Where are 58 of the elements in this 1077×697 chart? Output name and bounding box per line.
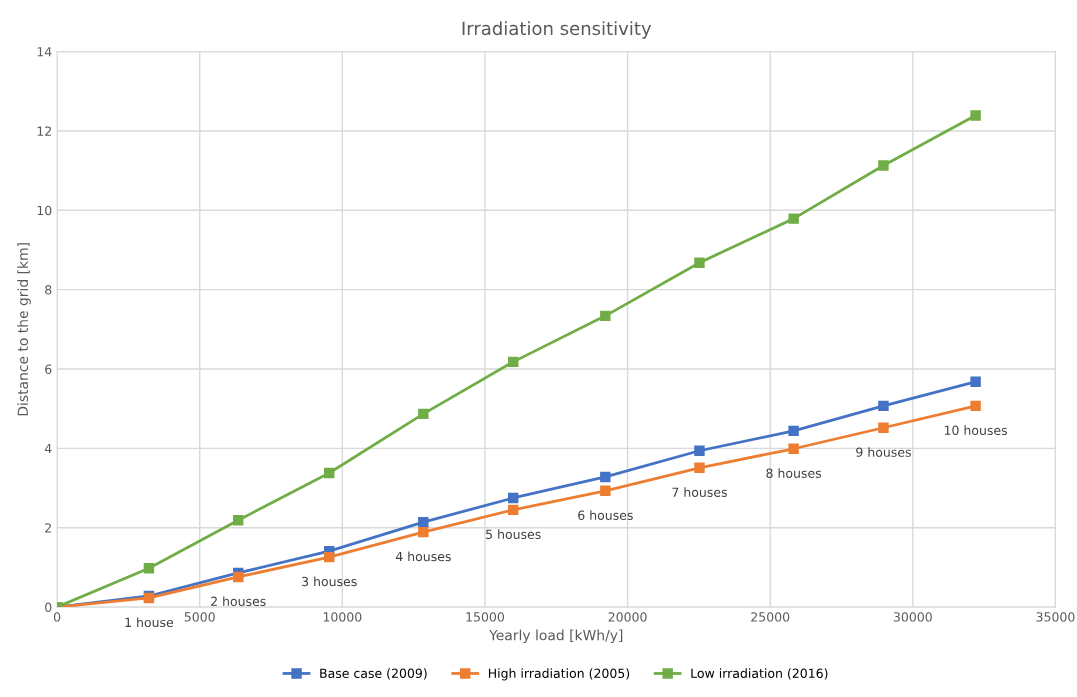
point — [143, 562, 155, 574]
point — [788, 443, 799, 454]
annotation: 3 houses — [302, 576, 357, 587]
annotation: 2 houses — [211, 596, 266, 607]
legend-label: High irradiation (2005) — [488, 668, 630, 681]
y-tick-label: 4 — [44, 444, 52, 454]
annotation: 8 houses — [766, 468, 822, 478]
point — [878, 400, 889, 412]
y-axis-title: Distance to the grid [km] — [17, 243, 31, 416]
point — [788, 213, 799, 224]
annotation: 4 houses — [395, 551, 451, 562]
annotation: 5 houses — [486, 529, 541, 539]
point — [418, 516, 429, 528]
point — [970, 400, 981, 412]
x-tick-label: 30000 — [893, 612, 932, 622]
point — [324, 551, 335, 563]
legend-label: Base case (2009) — [320, 668, 427, 680]
point — [600, 471, 611, 483]
point — [970, 376, 981, 387]
chart-title: Irradiation sensitivity — [462, 21, 652, 39]
y-tick-label: 14 — [37, 47, 52, 57]
annotation: 7 houses — [672, 487, 727, 497]
point — [600, 485, 611, 497]
y-tick-label: 6 — [45, 364, 52, 374]
point — [878, 422, 889, 433]
point — [507, 492, 519, 504]
point — [694, 257, 705, 268]
annotation: 9 houses — [856, 447, 911, 457]
point — [324, 467, 335, 479]
x-tick-label: 20000 — [608, 612, 647, 622]
y-tick-label: 10 — [37, 205, 52, 216]
point — [788, 425, 799, 437]
y-tick-label: 12 — [37, 126, 51, 136]
x-tick-label: 35000 — [1036, 612, 1075, 622]
point — [970, 110, 981, 121]
x-tick-label: 25000 — [751, 612, 790, 622]
point — [694, 462, 705, 474]
point — [878, 160, 889, 171]
x-axis-title: Yearly load [kWh/y] — [489, 629, 623, 644]
x-tick-label: 10000 — [323, 612, 362, 622]
point — [600, 310, 611, 322]
point — [507, 504, 519, 516]
point — [418, 408, 429, 420]
point — [418, 526, 429, 538]
point — [233, 514, 244, 526]
annotation: 6 houses — [578, 510, 633, 520]
y-tick-label: 8 — [45, 285, 52, 295]
x-tick-label: 15000 — [466, 612, 505, 622]
point — [507, 356, 519, 368]
point — [694, 445, 705, 456]
annotation: 10 houses — [944, 425, 1008, 436]
y-tick-label: 2 — [45, 523, 51, 533]
x-tick-label: 0 — [53, 612, 61, 622]
legend-label: Low irradiation (2016) — [691, 668, 828, 680]
annotation: 1 house — [125, 617, 174, 628]
y-tick-label: 0 — [45, 602, 52, 613]
x-tick-label: 5000 — [184, 612, 215, 622]
point — [233, 571, 244, 583]
